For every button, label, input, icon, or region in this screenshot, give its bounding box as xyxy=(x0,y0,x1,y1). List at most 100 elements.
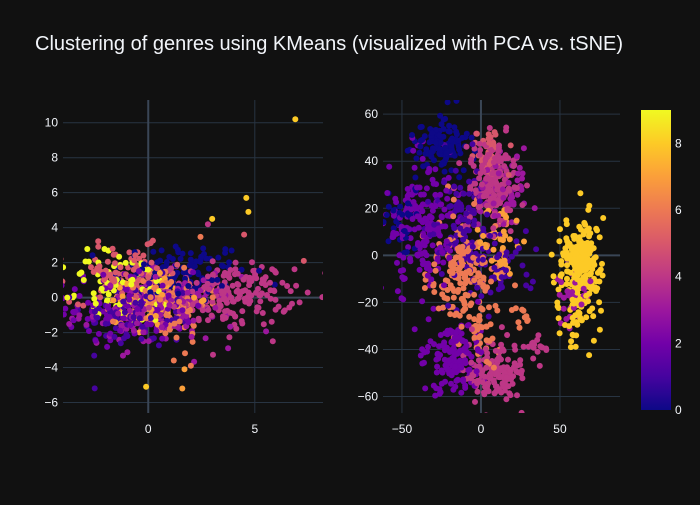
data-point xyxy=(228,247,235,254)
data-point xyxy=(479,256,486,263)
data-point xyxy=(204,221,211,228)
data-point xyxy=(145,274,152,281)
data-point xyxy=(474,346,481,353)
data-point xyxy=(404,186,411,192)
data-point xyxy=(450,196,457,203)
data-point xyxy=(212,304,219,311)
data-point xyxy=(444,245,451,252)
data-point xyxy=(440,126,447,132)
data-point xyxy=(493,179,500,186)
data-point xyxy=(510,373,517,380)
data-point xyxy=(452,363,459,370)
data-point xyxy=(183,313,189,319)
data-point xyxy=(451,183,458,190)
data-point xyxy=(134,310,141,317)
data-point xyxy=(117,340,124,347)
data-point xyxy=(480,274,487,281)
data-point xyxy=(225,345,232,352)
data-point xyxy=(256,267,263,274)
data-point xyxy=(463,143,470,150)
data-point xyxy=(513,238,520,245)
data-point xyxy=(407,258,414,265)
data-point xyxy=(420,232,427,239)
data-point xyxy=(245,208,252,215)
data-point xyxy=(110,297,117,304)
data-point xyxy=(319,294,323,301)
data-point xyxy=(446,349,453,355)
data-point xyxy=(171,320,178,327)
data-point xyxy=(385,238,392,245)
data-point xyxy=(432,166,439,173)
data-point xyxy=(516,324,523,331)
data-point xyxy=(508,219,515,226)
data-point xyxy=(448,167,455,174)
data-point xyxy=(458,206,465,213)
data-point xyxy=(506,187,513,194)
data-point xyxy=(433,369,440,376)
data-point xyxy=(573,250,580,257)
data-point xyxy=(460,236,467,243)
data-point xyxy=(550,279,557,286)
data-point xyxy=(456,357,463,364)
data-point xyxy=(492,347,499,354)
data-point xyxy=(522,228,529,235)
data-point xyxy=(427,338,434,345)
data-point xyxy=(238,266,245,273)
data-point xyxy=(254,304,261,311)
data-point xyxy=(555,286,562,293)
data-point xyxy=(505,356,511,363)
data-point xyxy=(202,335,209,342)
data-point xyxy=(487,232,494,239)
data-point xyxy=(499,380,506,387)
data-point xyxy=(441,282,447,289)
data-point xyxy=(226,334,233,341)
data-point xyxy=(100,308,107,315)
data-point xyxy=(85,299,92,306)
data-point xyxy=(145,266,152,273)
data-point xyxy=(483,244,490,251)
data-point xyxy=(259,310,266,316)
data-point xyxy=(443,364,450,371)
data-point xyxy=(300,257,307,264)
data-point xyxy=(430,231,437,238)
data-point xyxy=(586,233,592,240)
data-point xyxy=(107,330,114,337)
data-point xyxy=(513,217,520,224)
data-point xyxy=(136,268,142,275)
data-point xyxy=(429,207,436,214)
data-point xyxy=(480,232,487,239)
data-point xyxy=(492,302,499,309)
data-point xyxy=(289,300,295,307)
data-point xyxy=(450,294,457,301)
colorbar-tick-label: 8 xyxy=(675,136,682,150)
data-point xyxy=(484,211,491,218)
data-point xyxy=(569,244,576,251)
data-point xyxy=(462,291,469,298)
data-point xyxy=(484,383,491,390)
data-point xyxy=(293,282,300,289)
data-point xyxy=(264,292,270,298)
data-point xyxy=(142,287,149,294)
data-point xyxy=(455,199,462,206)
data-point xyxy=(296,299,303,306)
data-point xyxy=(148,259,155,266)
data-point xyxy=(476,334,482,341)
data-point xyxy=(63,257,64,261)
data-point xyxy=(523,282,530,289)
data-point xyxy=(448,380,454,387)
data-point xyxy=(480,193,487,200)
data-point xyxy=(146,280,153,287)
data-point xyxy=(426,165,433,172)
y-tick-label: −40 xyxy=(358,342,379,356)
data-point xyxy=(159,291,166,298)
data-point xyxy=(141,261,147,268)
data-point xyxy=(490,139,497,146)
data-point xyxy=(226,259,233,266)
data-point xyxy=(182,275,188,282)
data-point xyxy=(529,278,536,285)
data-point xyxy=(195,302,202,309)
data-point xyxy=(292,116,299,123)
data-point xyxy=(287,288,294,295)
y-tick-label: −20 xyxy=(358,295,379,309)
data-point xyxy=(574,321,581,328)
